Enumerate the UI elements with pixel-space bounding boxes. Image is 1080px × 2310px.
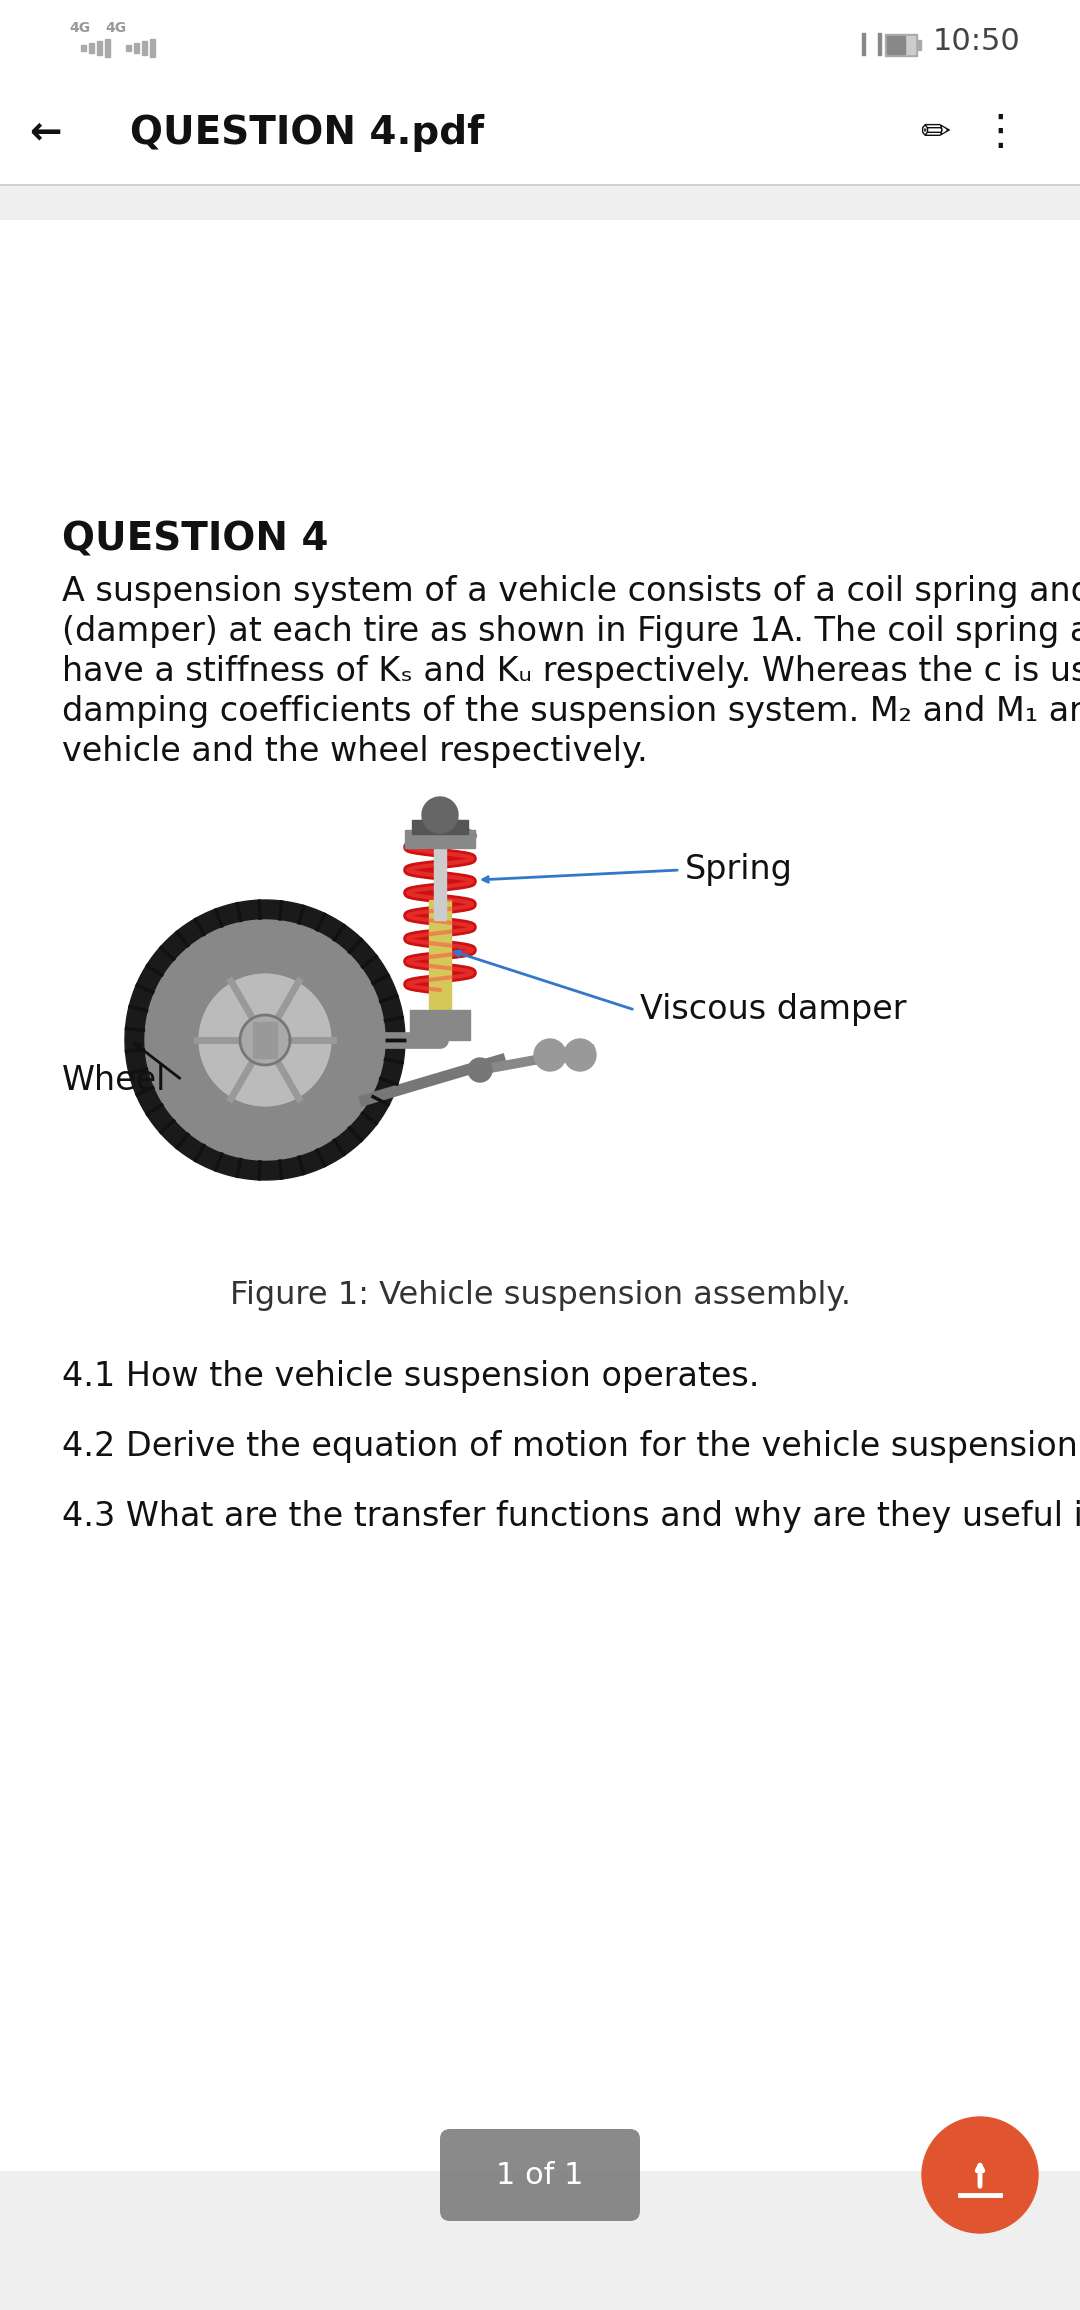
Bar [0,219,1080,2169]
Text: have a stiffness of Kₛ and Kᵤ respectively. Whereas the c is used to represent t: have a stiffness of Kₛ and Kᵤ respective… [62,656,1080,688]
Text: Wheel: Wheel [62,1063,166,1097]
Bar [89,44,94,53]
Text: damping coefficients of the suspension system. M₂ and M₁ are the mass of the: damping coefficients of the suspension s… [62,695,1080,728]
Bar [917,39,921,51]
Text: QUESTION 4.pdf: QUESTION 4.pdf [130,113,484,152]
Bar [405,829,475,848]
Text: ✏: ✏ [920,116,950,150]
Text: 4G: 4G [69,21,91,35]
Bar [96,42,102,55]
Polygon shape [240,1014,291,1065]
Bar [141,42,147,55]
Circle shape [564,1040,596,1072]
Text: ←: ← [29,113,62,152]
Text: vehicle and the wheel respectively.: vehicle and the wheel respectively. [62,735,648,767]
Bar [0,81,1080,185]
Polygon shape [145,919,384,1160]
Circle shape [468,1058,492,1081]
Bar [887,37,905,53]
Text: 4.2 Derive the equation of motion for the vehicle suspension shown in Figure 1.: 4.2 Derive the equation of motion for th… [62,1430,1080,1462]
Bar [434,820,446,919]
Text: 4.1 How the vehicle suspension operates.: 4.1 How the vehicle suspension operates. [62,1361,759,1393]
Bar [429,901,451,1009]
Text: ⋮: ⋮ [980,111,1021,152]
Bar [420,820,460,832]
Text: Spring: Spring [685,852,793,887]
Text: 1 of 1: 1 of 1 [496,2160,584,2190]
Bar [887,37,915,53]
Bar [149,39,154,58]
Text: A suspension system of a vehicle consists of a coil spring and a shock absorber: A suspension system of a vehicle consist… [62,575,1080,608]
Bar [81,44,85,51]
Polygon shape [422,797,458,834]
Bar [862,32,865,55]
Bar [253,1021,276,1058]
Bar [0,0,1080,81]
Bar [105,39,109,58]
Bar [125,44,131,51]
Bar [134,44,138,53]
Text: Viscous damper: Viscous damper [640,993,906,1026]
Bar [878,32,881,55]
Bar [410,1009,470,1040]
FancyBboxPatch shape [440,2130,640,2220]
Polygon shape [125,901,405,1180]
Text: 4.3 What are the transfer functions and why are they useful in vehicle suspensio: 4.3 What are the transfer functions and … [62,1499,1080,1534]
Bar [411,820,468,834]
Text: Figure 1: Vehicle suspension assembly.: Figure 1: Vehicle suspension assembly. [229,1280,851,1312]
Bar [885,35,917,55]
Circle shape [922,2116,1038,2234]
Text: (damper) at each tire as shown in Figure 1A. The coil spring and the wheel’s tir: (damper) at each tire as shown in Figure… [62,614,1080,649]
Text: QUESTION 4: QUESTION 4 [62,520,328,559]
Polygon shape [197,973,333,1109]
Text: 4G: 4G [106,21,126,35]
Text: 10:50: 10:50 [932,28,1020,55]
Circle shape [534,1040,566,1072]
